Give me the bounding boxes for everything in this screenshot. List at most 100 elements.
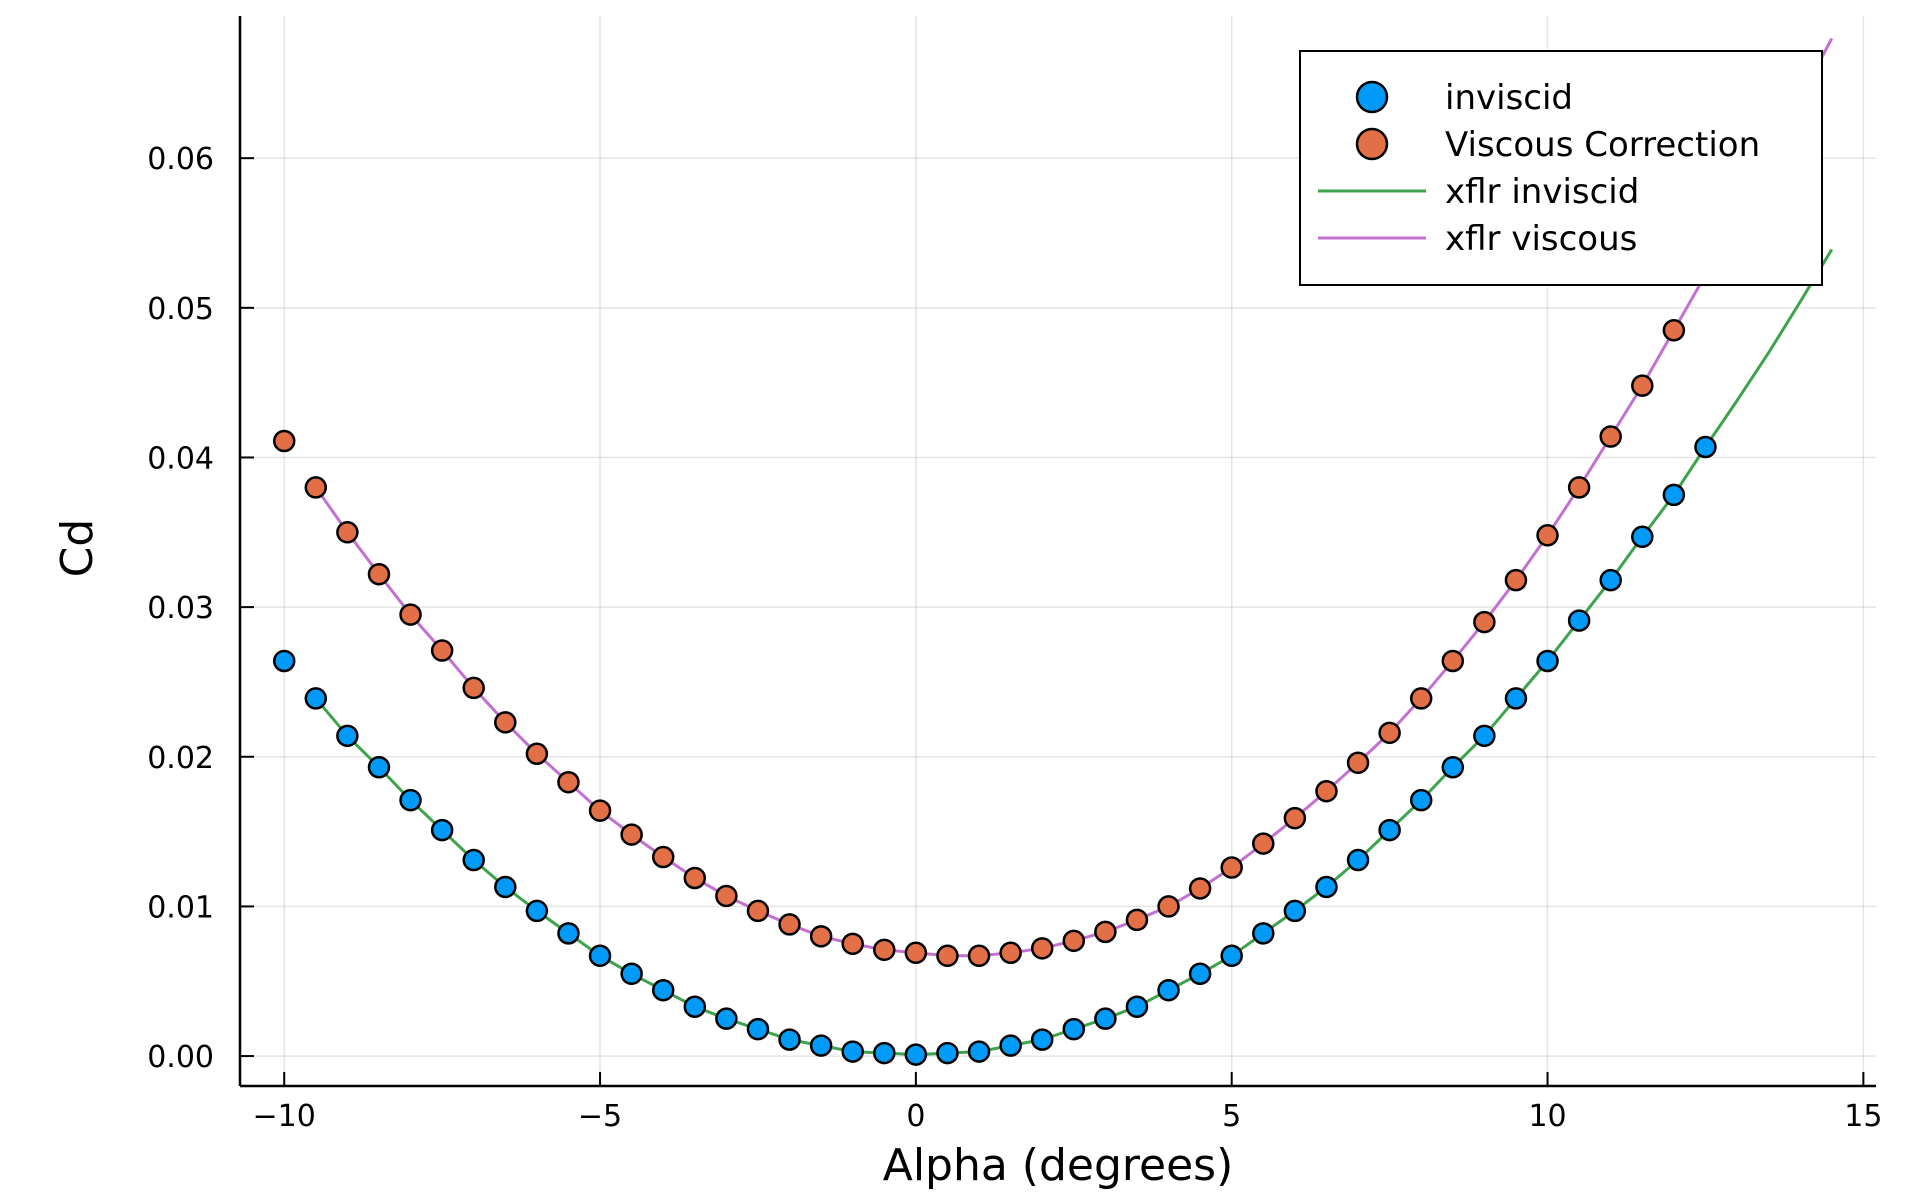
y-tick-label: 0.00: [147, 1040, 214, 1075]
data-point-inviscid: [873, 1041, 896, 1065]
data-point-inviscid: [936, 1041, 959, 1065]
data-point-viscous-correction: [1283, 806, 1307, 830]
data-point-inviscid: [809, 1034, 833, 1057]
data-point-inviscid: [1125, 995, 1149, 1018]
data-point-viscous-correction: [588, 799, 612, 822]
data-point-inviscid: [715, 1007, 738, 1030]
x-tick-label: −10: [253, 1099, 316, 1134]
x-tick-label: −5: [578, 1099, 622, 1134]
data-point-inviscid: [746, 1017, 770, 1041]
data-point-viscous-correction: [1030, 937, 1054, 960]
legend-box: [1299, 50, 1823, 286]
data-point-inviscid: [651, 978, 675, 1002]
data-point-inviscid: [1157, 978, 1180, 1002]
legend-marker: [1355, 80, 1389, 114]
data-point-inviscid: [1220, 944, 1243, 968]
x-tick-label: 5: [1222, 1099, 1241, 1134]
y-tick-label: 0.02: [147, 741, 214, 776]
data-point-viscous-correction: [462, 676, 485, 700]
data-point-inviscid: [620, 962, 643, 986]
data-point-inviscid: [841, 1040, 864, 1063]
data-point-viscous-correction: [430, 639, 454, 662]
data-point-inviscid: [1283, 899, 1307, 923]
data-point-inviscid: [1252, 922, 1275, 945]
data-point-inviscid: [1062, 1017, 1086, 1041]
data-point-viscous-correction: [1599, 425, 1622, 448]
x-axis-label: Alpha (degrees): [883, 1140, 1234, 1191]
data-point-inviscid: [778, 1028, 801, 1051]
legend-item-xflr-viscous: xflr viscous: [1318, 219, 1637, 259]
data-point-viscous-correction: [1567, 476, 1591, 499]
data-point-viscous-correction: [715, 884, 738, 908]
data-point-inviscid: [1662, 483, 1686, 507]
x-tick-label: 15: [1844, 1099, 1882, 1134]
x-tick-label: 0: [906, 1099, 925, 1134]
data-point-viscous-correction: [1188, 877, 1212, 900]
grid: [240, 16, 1876, 1086]
data-point-inviscid: [1694, 435, 1717, 459]
data-point-inviscid: [336, 724, 359, 748]
data-point-inviscid: [1567, 609, 1591, 632]
data-point-inviscid: [525, 899, 549, 923]
data-point-viscous-correction: [557, 770, 580, 794]
data-point-inviscid: [272, 649, 296, 673]
data-point-viscous-correction: [936, 944, 959, 968]
legend-item-viscous-correction: Viscous Correction: [1355, 125, 1760, 165]
data-point-viscous-correction: [272, 429, 296, 453]
data-point-inviscid: [399, 788, 422, 812]
legend-label: inviscid: [1445, 78, 1573, 118]
y-tick-label: 0.04: [147, 441, 214, 476]
series-viscous-correction: [272, 263, 1717, 968]
data-point-viscous-correction: [620, 823, 643, 846]
data-point-inviscid: [494, 875, 517, 899]
data-point-viscous-correction: [494, 711, 517, 734]
data-point-inviscid: [967, 1040, 991, 1063]
data-point-inviscid: [1473, 724, 1496, 748]
data-point-inviscid: [367, 755, 391, 779]
y-tick-label: 0.06: [147, 142, 214, 177]
data-point-inviscid: [1315, 875, 1338, 899]
data-point-inviscid: [1188, 962, 1212, 986]
data-point-viscous-correction: [1378, 721, 1401, 745]
plot-area: [272, 37, 1834, 1066]
data-point-viscous-correction: [683, 866, 707, 890]
data-point-viscous-correction: [1536, 524, 1559, 547]
data-point-viscous-correction: [367, 562, 391, 586]
data-point-inviscid: [304, 687, 328, 710]
y-ticks: 0.00 0.01 0.02 0.03 0.04 0.05 0.06: [147, 142, 254, 1075]
data-point-viscous-correction: [873, 938, 896, 962]
data-point-inviscid: [588, 944, 612, 968]
series-inviscid: [272, 435, 1717, 1066]
data-point-inviscid: [1504, 687, 1528, 710]
data-point-viscous-correction: [651, 845, 675, 869]
data-point-inviscid: [1631, 525, 1654, 549]
data-point-viscous-correction: [525, 742, 549, 766]
legend-label: xflr inviscid: [1445, 172, 1639, 212]
data-point-viscous-correction: [809, 925, 833, 948]
data-point-inviscid: [1441, 755, 1465, 779]
data-point-viscous-correction: [967, 944, 991, 968]
legend: inviscid Viscous Correction xflr inviscid x…: [1299, 50, 1823, 286]
data-point-viscous-correction: [1220, 856, 1243, 879]
data-point-viscous-correction: [778, 913, 801, 936]
data-point-inviscid: [1378, 818, 1401, 842]
data-point-inviscid: [1094, 1007, 1117, 1030]
data-point-viscous-correction: [1473, 610, 1496, 634]
data-point-inviscid: [1536, 649, 1559, 673]
data-point-inviscid: [557, 922, 580, 945]
data-point-viscous-correction: [746, 899, 770, 923]
legend-label: Viscous Correction: [1445, 125, 1760, 165]
data-point-viscous-correction: [1252, 832, 1275, 855]
data-point-inviscid: [904, 1043, 928, 1066]
data-point-viscous-correction: [1441, 649, 1465, 673]
data-point-inviscid: [1346, 848, 1370, 872]
data-point-inviscid: [430, 818, 454, 842]
data-point-inviscid: [999, 1034, 1022, 1057]
data-point-viscous-correction: [1662, 319, 1686, 342]
data-point-viscous-correction: [1094, 920, 1117, 944]
legend-label: xflr viscous: [1445, 219, 1637, 259]
data-point-viscous-correction: [1504, 568, 1528, 592]
data-point-inviscid: [462, 848, 485, 872]
legend-item-inviscid: inviscid: [1355, 78, 1573, 118]
